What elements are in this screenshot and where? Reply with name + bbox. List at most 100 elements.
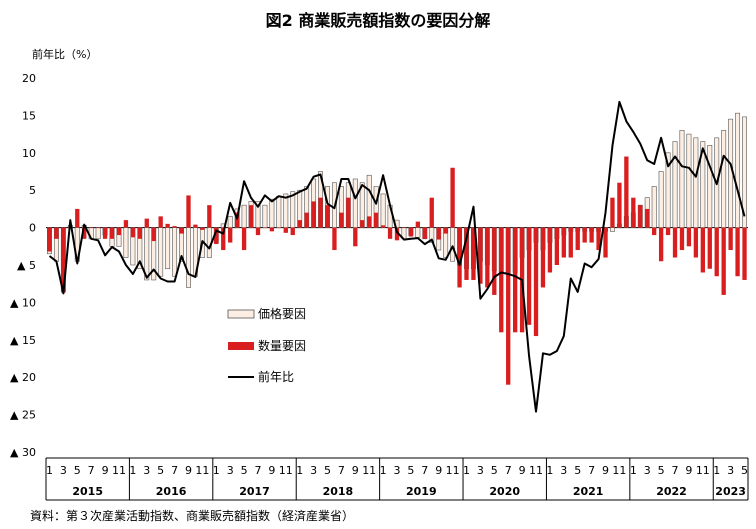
quantity-bar (318, 197, 323, 228)
price-bar (658, 171, 664, 228)
price-bar (352, 178, 358, 228)
price-bar (415, 227, 421, 238)
year-label: 2015 (72, 485, 103, 498)
month-tick-label: 9 (102, 464, 109, 477)
y-tick-label: 0 (29, 222, 36, 235)
price-bar (297, 189, 303, 228)
quantity-bar (624, 156, 629, 228)
month-tick-label: 9 (268, 464, 275, 477)
month-tick-label: 9 (519, 464, 526, 477)
y-axis-label: 前年比（%） (32, 47, 97, 61)
month-tick-label: 5 (741, 464, 748, 477)
month-tick-label: 3 (477, 464, 484, 477)
month-tick-label: 5 (324, 464, 331, 477)
price-bar (95, 227, 101, 240)
quantity-bar (714, 227, 719, 277)
quantity-bar (332, 227, 337, 251)
month-tick-label: 5 (574, 464, 581, 477)
quantity-bar (82, 227, 87, 239)
quantity-bar (123, 220, 129, 228)
quantity-bar (679, 227, 685, 251)
quantity-bar (408, 227, 414, 237)
price-bar (269, 198, 275, 228)
quantity-bar (200, 227, 205, 230)
quantity-bar (735, 227, 740, 277)
price-bar (450, 227, 456, 262)
month-tick-label: 3 (143, 464, 150, 477)
quantity-bar (346, 197, 351, 228)
month-tick-label: 5 (241, 464, 248, 477)
quantity-bar (276, 227, 281, 229)
legend-label: 価格要因 (258, 306, 306, 321)
quantity-bar (652, 227, 657, 236)
quantity-bar (665, 227, 671, 236)
quantity-bar (116, 227, 122, 236)
year-label: 2023 (715, 485, 746, 498)
price-bar (283, 193, 289, 228)
quantity-bar (325, 205, 330, 228)
month-tick-label: 5 (407, 464, 414, 477)
price-bar (693, 137, 699, 228)
month-tick-label: 1 (380, 464, 387, 477)
quantity-bar (290, 227, 295, 236)
price-bar (165, 227, 171, 270)
quantity-bar (700, 227, 705, 273)
y-tick-label: 5 (29, 184, 36, 197)
price-bar (707, 145, 713, 228)
y-tick-label: 20 (22, 72, 36, 85)
month-tick-label: 3 (227, 464, 234, 477)
month-tick-label: 1 (546, 464, 553, 477)
quantity-bar (311, 201, 316, 228)
quantity-bar (631, 197, 636, 228)
quantity-bar (540, 227, 546, 288)
quantity-bar (255, 227, 261, 236)
price-bar (172, 227, 178, 277)
quantity-bar (248, 205, 254, 228)
quantity-bar (513, 227, 518, 333)
quantity-bar (89, 227, 94, 229)
quantity-bar (589, 227, 594, 243)
quantity-bar (144, 218, 149, 228)
quantity-bar (603, 227, 608, 258)
price-bar (721, 130, 727, 228)
quantity-bar (575, 227, 580, 251)
quantity-bar (172, 226, 177, 228)
year-label: 2018 (323, 485, 354, 498)
quantity-bar (165, 223, 170, 228)
month-tick-label: 5 (74, 464, 81, 477)
quantity-bar (582, 227, 587, 243)
price-bar (290, 191, 296, 228)
quantity-bar (283, 227, 288, 233)
quantity-bar (693, 227, 699, 258)
quantity-bar (54, 227, 59, 239)
quantity-bar (422, 227, 427, 239)
month-tick-label: 11 (696, 464, 710, 477)
month-tick-label: 11 (446, 464, 460, 477)
month-tick-label: 7 (672, 464, 679, 477)
x-axis: 1 3 5 7 9 11 1 3 5 7 9 11 1 3 5 7 9 11 1 3 5 7 9 11 1 3 5 7 9 11 1 3 5 7 9… (45, 457, 749, 501)
quantity-bar (561, 227, 566, 258)
year-label: 2020 (489, 485, 520, 498)
y-tick-label: ▲ 10 (10, 296, 36, 309)
quantity-bar (547, 227, 553, 273)
quantity-bar (109, 227, 115, 239)
price-bar (735, 112, 741, 228)
month-tick-label: 1 (296, 464, 303, 477)
quantity-bar (492, 227, 497, 295)
quantity-bar (645, 208, 650, 228)
month-tick-label: 11 (362, 464, 376, 477)
month-tick-label: 11 (612, 464, 626, 477)
month-tick-label: 9 (435, 464, 442, 477)
quantity-bar (638, 205, 643, 228)
quantity-bar (596, 227, 601, 251)
quantity-bar (102, 227, 108, 239)
y-tick-labels: 20 15 10 5 0 ▲ 5 ▲ 10 ▲ 15 ▲ 20 ▲ 25 ▲ 30 (10, 72, 36, 459)
month-tick-label: 3 (394, 464, 401, 477)
quantity-bar (610, 197, 615, 228)
month-tick-label: 9 (352, 464, 359, 477)
price-factor-bars (47, 112, 747, 292)
month-tick-label: 3 (727, 464, 734, 477)
quantity-bar (221, 227, 226, 251)
legend-swatch (227, 309, 255, 319)
